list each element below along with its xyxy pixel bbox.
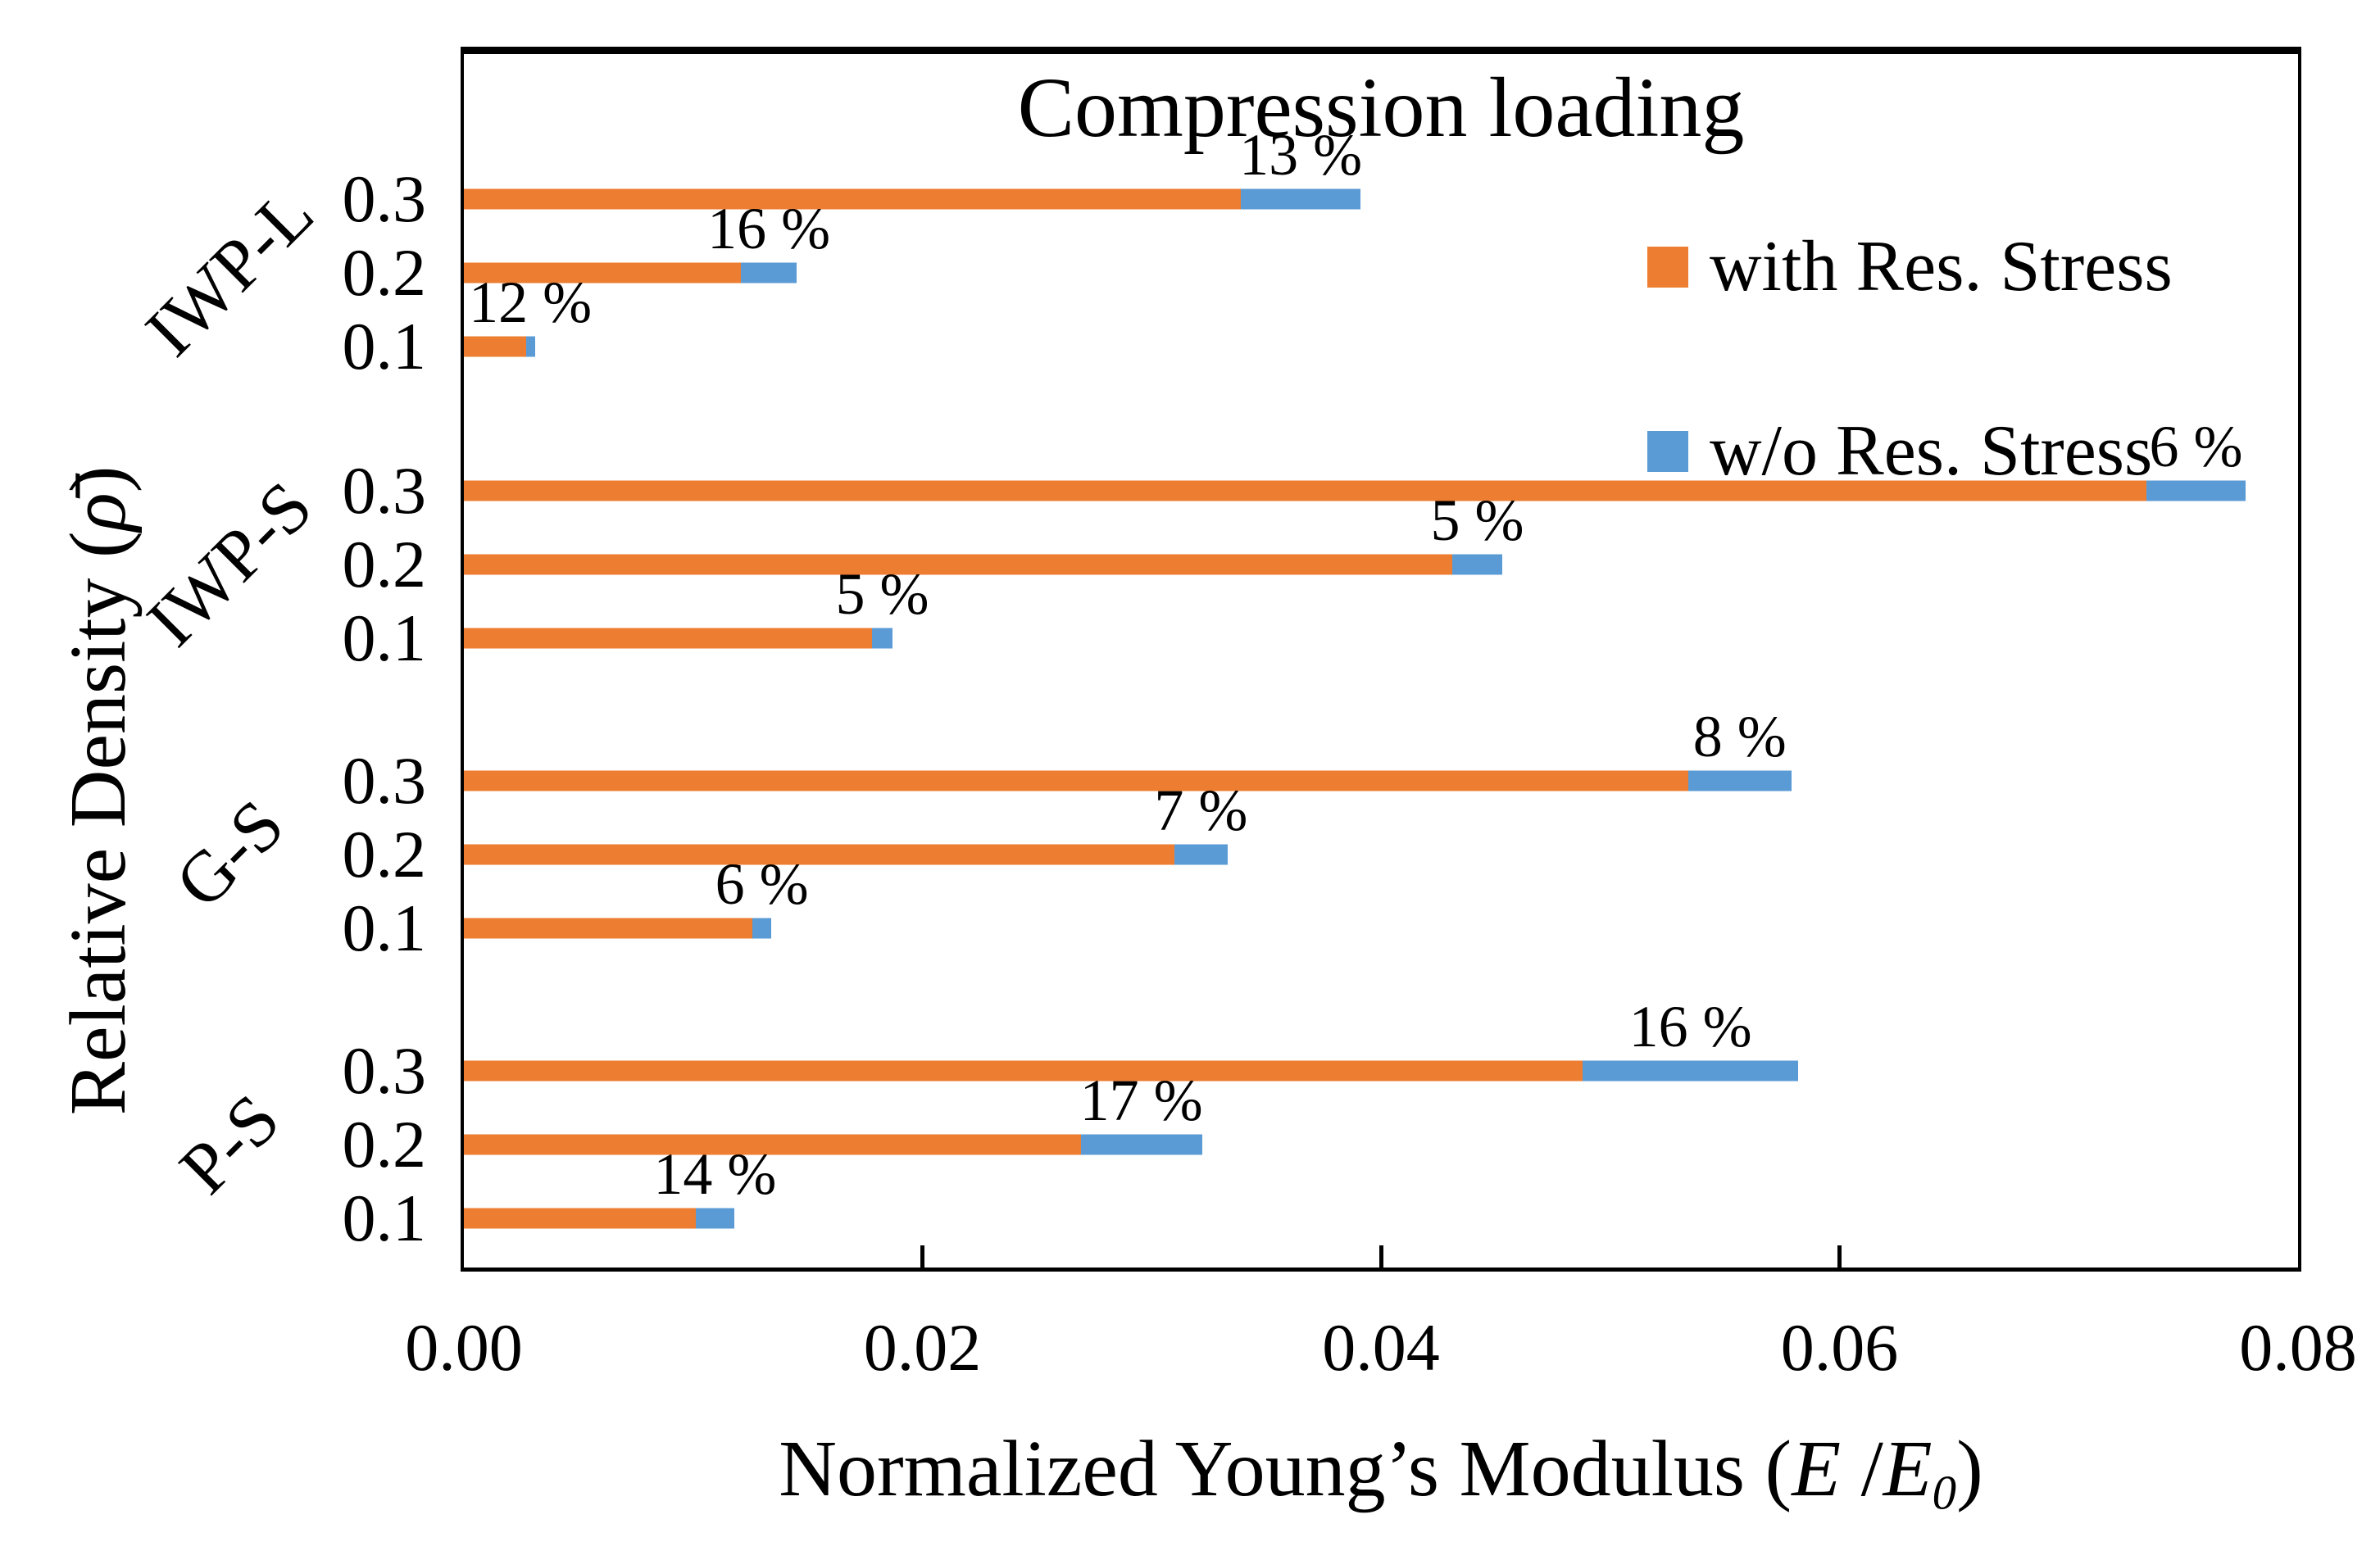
bar-wo-res-stress-G-S-0.3 xyxy=(1687,770,1792,791)
plot-area: Compression loading with Res. Stress w/o… xyxy=(54,47,2357,1519)
xtick-mark-0.02 xyxy=(920,1245,924,1268)
ytick-density-IWP-L-0.3: 0.3 xyxy=(342,161,427,236)
bar-wo-res-stress-G-S-0.1 xyxy=(752,918,771,939)
bar-with-res-stress-IWP-L-0.2 xyxy=(464,262,742,283)
bar-wo-res-stress-P-S-0.3 xyxy=(1583,1060,1799,1082)
x-axis-title: Normalized Young’s Modulus (E /E0) xyxy=(779,1421,1983,1541)
xtick-mark-0.06 xyxy=(1837,1245,1842,1268)
y-axis-title-close: ) xyxy=(54,465,143,493)
bar-with-res-stress-IWP-S-0.3 xyxy=(464,480,2147,501)
bar-with-res-stress-G-S-0.1 xyxy=(464,918,753,939)
reduction-label-P-S-0.1: 14 % xyxy=(653,1141,777,1207)
bar-wo-res-stress-P-S-0.2 xyxy=(1080,1134,1202,1155)
ytick-density-IWP-L-0.1: 0.1 xyxy=(342,309,427,383)
bar-with-res-stress-G-S-0.3 xyxy=(464,770,1688,791)
bar-with-res-stress-P-S-0.1 xyxy=(464,1208,696,1229)
reduction-label-IWP-S-0.1: 5 % xyxy=(835,561,929,627)
bar-with-res-stress-P-S-0.2 xyxy=(464,1134,1081,1155)
bar-wo-res-stress-IWP-S-0.2 xyxy=(1451,554,1503,575)
bar-wo-res-stress-IWP-L-0.3 xyxy=(1241,188,1360,210)
bar-with-res-stress-IWP-L-0.1 xyxy=(464,336,526,357)
xtick-label-0.06: 0.06 xyxy=(1780,1310,1899,1385)
bar-wo-res-stress-IWP-S-0.3 xyxy=(2146,480,2246,501)
ytick-density-G-S-0.3: 0.3 xyxy=(342,743,427,818)
reduction-label-G-S-0.1: 6 % xyxy=(715,851,809,917)
x-axis-title-text: Normalized Young’s Modulus ( xyxy=(779,1425,1792,1513)
ytick-density-P-S-0.1: 0.1 xyxy=(342,1181,427,1255)
legend-label: with Res. Stress xyxy=(1710,227,2173,306)
legend-swatch-orange xyxy=(1647,247,1688,288)
reduction-label-P-S-0.3: 16 % xyxy=(1628,994,1752,1059)
bar-wo-res-stress-IWP-L-0.1 xyxy=(525,336,535,357)
x-axis-title-slash: / xyxy=(1841,1425,1883,1513)
xtick-mark-0.04 xyxy=(1378,1245,1383,1268)
reduction-label-G-S-0.2: 7 % xyxy=(1154,778,1248,843)
y-axis-title: Relative Density (ρ̄) xyxy=(53,466,143,1116)
bar-with-res-stress-G-S-0.2 xyxy=(464,844,1175,865)
xtick-label-0.02: 0.02 xyxy=(863,1310,982,1385)
reduction-label-IWP-L-0.1: 12 % xyxy=(469,270,593,335)
ytick-density-G-S-0.1: 0.1 xyxy=(342,891,427,965)
x-axis-title-E0: E xyxy=(1883,1425,1933,1513)
ytick-density-IWP-L-0.2: 0.2 xyxy=(342,235,427,310)
ytick-density-IWP-S-0.2: 0.2 xyxy=(342,527,427,601)
reduction-label-IWP-S-0.3: 6 % xyxy=(2149,414,2243,479)
ytick-density-IWP-S-0.1: 0.1 xyxy=(342,601,427,675)
reduction-label-IWP-S-0.2: 5 % xyxy=(1430,488,1524,553)
legend-label: w/o Res. Stress xyxy=(1710,411,2153,491)
reduction-label-IWP-L-0.3: 13 % xyxy=(1239,122,1363,188)
reduction-label-P-S-0.2: 17 % xyxy=(1079,1068,1203,1133)
bar-wo-res-stress-G-S-0.2 xyxy=(1174,844,1228,865)
bar-with-res-stress-IWP-S-0.1 xyxy=(464,628,872,649)
xtick-label-0.04: 0.04 xyxy=(1322,1310,1440,1385)
bar-with-res-stress-P-S-0.3 xyxy=(464,1060,1583,1082)
reduction-label-IWP-L-0.2: 16 % xyxy=(707,196,831,261)
bar-wo-res-stress-IWP-L-0.2 xyxy=(741,262,797,283)
legend-entry-wo-res-stress: w/o Res. Stress xyxy=(1647,406,2152,497)
ytick-density-G-S-0.2: 0.2 xyxy=(342,817,427,891)
legend-swatch-blue xyxy=(1647,431,1688,472)
x-axis-title-E: E xyxy=(1792,1425,1842,1513)
ytick-density-P-S-0.3: 0.3 xyxy=(342,1033,427,1108)
bar-wo-res-stress-IWP-S-0.1 xyxy=(871,628,893,649)
x-axis-title-close: ) xyxy=(1956,1425,1983,1513)
ytick-density-IWP-S-0.3: 0.3 xyxy=(342,453,427,528)
y-axis-title-rho: ρ̄ xyxy=(54,492,143,532)
reduction-label-G-S-0.3: 8 % xyxy=(1692,704,1787,769)
bar-with-res-stress-IWP-L-0.3 xyxy=(464,188,1242,210)
y-axis-title-text: Relative Density ( xyxy=(54,531,143,1116)
chart-title: Compression loading xyxy=(1017,61,1745,155)
xtick-label-0.00: 0.00 xyxy=(405,1310,523,1385)
bar-wo-res-stress-P-S-0.1 xyxy=(695,1208,735,1229)
x-axis-title-sub0: 0 xyxy=(1932,1466,1957,1520)
xtick-label-0.08: 0.08 xyxy=(2239,1310,2357,1385)
legend-entry-with-res-stress: with Res. Stress xyxy=(1647,221,2173,313)
ytick-density-P-S-0.2: 0.2 xyxy=(342,1107,427,1181)
bar-with-res-stress-IWP-S-0.2 xyxy=(464,554,1452,575)
